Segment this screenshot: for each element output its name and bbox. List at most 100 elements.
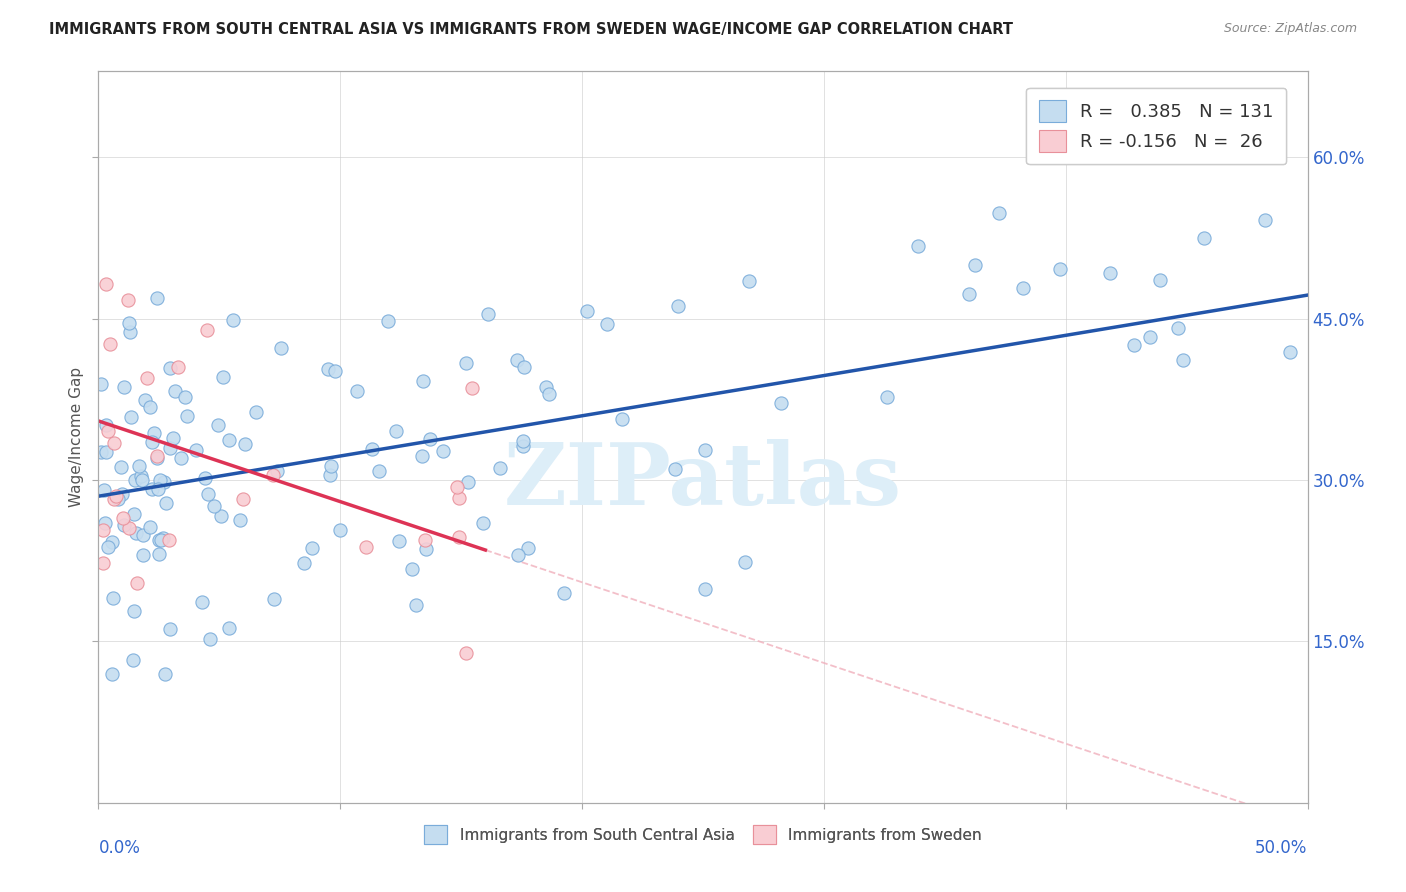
Point <box>401 562 423 576</box>
Point <box>907 239 929 253</box>
Point <box>128 458 150 473</box>
Point <box>101 666 124 681</box>
Legend: Immigrants from South Central Asia, Immigrants from Sweden: Immigrants from South Central Asia, Immi… <box>419 819 987 850</box>
Point <box>512 434 534 448</box>
Point <box>553 586 575 600</box>
Point <box>447 530 470 544</box>
Point <box>432 444 454 458</box>
Point <box>135 371 157 385</box>
Point <box>117 293 139 307</box>
Point <box>612 412 634 426</box>
Point <box>323 364 346 378</box>
Point <box>148 533 170 548</box>
Point <box>876 390 898 404</box>
Point <box>131 473 153 487</box>
Point <box>988 206 1011 220</box>
Point <box>1254 212 1277 227</box>
Point <box>411 449 433 463</box>
Point <box>1012 281 1035 295</box>
Point <box>167 359 190 374</box>
Point <box>534 379 557 393</box>
Point <box>90 445 112 459</box>
Point <box>118 325 141 339</box>
Point <box>149 473 172 487</box>
Text: IMMIGRANTS FROM SOUTH CENTRAL ASIA VS IMMIGRANTS FROM SWEDEN WAGE/INCOME GAP COR: IMMIGRANTS FROM SOUTH CENTRAL ASIA VS IM… <box>49 22 1014 37</box>
Point <box>139 400 162 414</box>
Point <box>1278 344 1301 359</box>
Point <box>1149 272 1171 286</box>
Point <box>176 409 198 423</box>
Point <box>152 531 174 545</box>
Point <box>1171 352 1194 367</box>
Point <box>1122 338 1144 352</box>
Point <box>97 540 120 554</box>
Point <box>91 523 114 537</box>
Point <box>157 533 180 547</box>
Point <box>245 404 267 418</box>
Point <box>146 450 169 464</box>
Point <box>152 475 174 489</box>
Point <box>169 450 191 465</box>
Point <box>346 384 368 398</box>
Point <box>197 323 219 337</box>
Point <box>595 317 617 331</box>
Point <box>693 582 716 597</box>
Point <box>446 480 468 494</box>
Point <box>388 534 411 549</box>
Point <box>198 632 221 647</box>
Point <box>301 541 323 555</box>
Point <box>101 535 124 549</box>
Point <box>93 483 115 497</box>
Point <box>145 291 167 305</box>
Point <box>221 313 243 327</box>
Point <box>361 442 384 456</box>
Point <box>233 437 256 451</box>
Point <box>207 418 229 433</box>
Point <box>209 509 232 524</box>
Point <box>155 666 177 681</box>
Point <box>218 433 240 447</box>
Point <box>538 386 561 401</box>
Point <box>191 594 214 608</box>
Point <box>122 604 145 618</box>
Point <box>412 375 434 389</box>
Point <box>91 556 114 570</box>
Point <box>377 313 399 327</box>
Point <box>1139 330 1161 344</box>
Point <box>100 336 122 351</box>
Point <box>132 528 155 542</box>
Point <box>110 459 132 474</box>
Point <box>413 533 436 547</box>
Point <box>94 516 117 530</box>
Point <box>90 377 112 392</box>
Point <box>107 492 129 507</box>
Point <box>384 424 406 438</box>
Point <box>122 507 145 521</box>
Point <box>693 443 716 458</box>
Point <box>118 521 141 535</box>
Point <box>118 316 141 330</box>
Point <box>104 489 127 503</box>
Point <box>162 431 184 445</box>
Text: ZIPatlas: ZIPatlas <box>503 439 903 523</box>
Point <box>112 380 135 394</box>
Point <box>447 491 470 506</box>
Point <box>145 451 167 466</box>
Point <box>101 591 124 605</box>
Point <box>477 307 499 321</box>
Point <box>461 381 484 395</box>
Point <box>1192 231 1215 245</box>
Point <box>368 464 391 478</box>
Point <box>1049 261 1071 276</box>
Point <box>96 277 118 291</box>
Point <box>319 458 342 473</box>
Point <box>159 360 181 375</box>
Point <box>229 513 252 527</box>
Point <box>139 519 162 533</box>
Point <box>957 287 980 301</box>
Point <box>184 442 207 457</box>
Point <box>262 468 284 483</box>
Point <box>146 482 169 496</box>
Text: 50.0%: 50.0% <box>1256 839 1308 857</box>
Point <box>419 432 441 446</box>
